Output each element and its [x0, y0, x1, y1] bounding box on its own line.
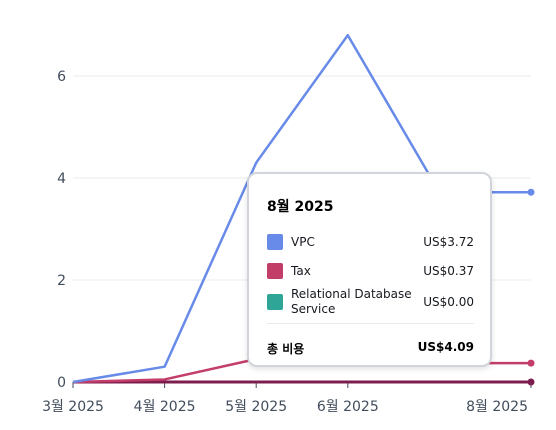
tooltip-row-tax: Tax US$0.37	[267, 263, 474, 279]
x-axis-ticks: 3월 2025 4월 2025 5월 2025 6월 2025 8월 2025	[42, 382, 532, 415]
series-point-2[interactable]	[527, 188, 535, 196]
series-point-0[interactable]	[527, 378, 535, 386]
series-point-1[interactable]	[527, 359, 535, 367]
x-tick-label: 5월 2025	[225, 399, 287, 415]
x-tick-label: 8월 2025	[466, 399, 528, 415]
tooltip-series-name: Relational Database Service	[291, 287, 412, 316]
y-tick-label: 4	[57, 171, 66, 187]
tooltip-series-value: US$0.00	[423, 295, 474, 309]
y-axis-ticks: 0 2 4 6	[57, 69, 66, 391]
legend-swatch-icon	[267, 263, 283, 279]
tooltip-row-rds: Relational Database Service US$0.00	[267, 287, 474, 317]
tooltip-total-label: 총 비용	[267, 342, 305, 356]
y-tick-label: 0	[57, 375, 66, 391]
tooltip-total: 총 비용 US$4.09	[267, 340, 474, 357]
tooltip-series-name: VPC	[291, 234, 315, 249]
x-tick-label: 4월 2025	[134, 399, 196, 415]
legend-swatch-icon	[267, 294, 283, 310]
y-tick-label: 2	[57, 273, 66, 289]
legend-swatch-icon	[267, 234, 283, 250]
tooltip-title: 8월 2025	[267, 199, 334, 215]
tooltip-row-vpc: VPC US$3.72	[267, 234, 474, 250]
x-tick-label: 3월 2025	[42, 399, 104, 415]
tooltip-panel: 8월 2025 VPC US$3.72 Tax US$0.37 Relation…	[247, 172, 492, 367]
tooltip-total-value: US$4.09	[417, 340, 474, 354]
tooltip-series-value: US$3.72	[423, 235, 474, 249]
tooltip-series-value: US$0.37	[423, 264, 474, 278]
tooltip-divider	[267, 323, 474, 324]
y-tick-label: 6	[57, 69, 66, 85]
x-tick-label: 6월 2025	[317, 399, 379, 415]
tooltip-series-name: Tax	[291, 263, 311, 278]
